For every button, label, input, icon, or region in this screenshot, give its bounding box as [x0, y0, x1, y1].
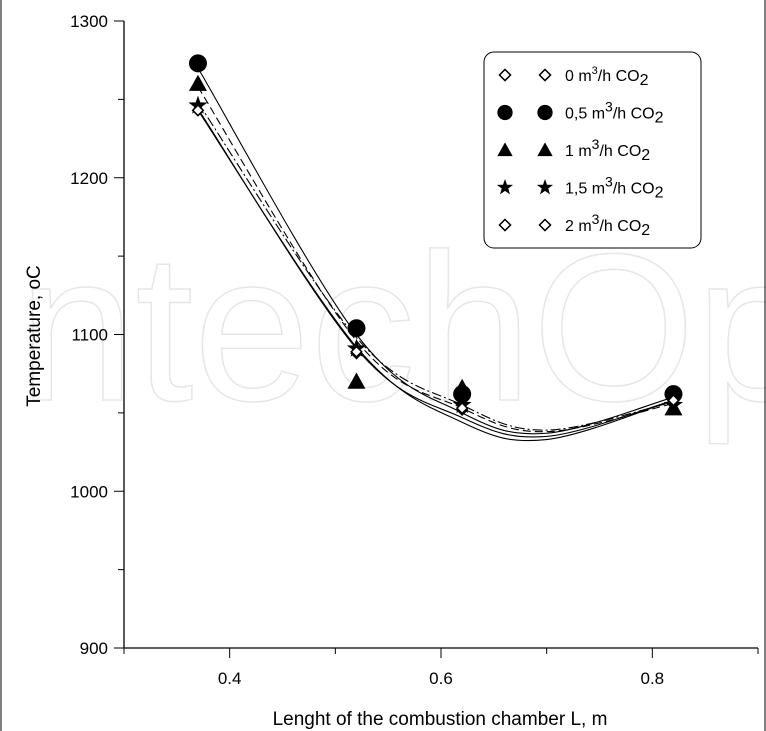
marker-circle: [497, 104, 513, 121]
marker-triangle: [188, 74, 207, 91]
marker-circle: [664, 385, 683, 404]
marker-circle: [537, 104, 553, 121]
marker-diamond: [498, 68, 512, 82]
legend-label-sub: 2: [640, 72, 649, 89]
legend-box: [483, 51, 702, 249]
marker-triangle: [453, 378, 472, 395]
marker-diamond: [455, 401, 469, 415]
legend-label-main: 1 m: [565, 143, 592, 160]
legend-label: 1 m3/h CO2: [565, 136, 650, 164]
y-axis-title: Temperature, oC: [24, 265, 45, 407]
watermark: IntechOpen: [0, 210, 766, 445]
legend-label-main: 0 m: [565, 68, 592, 85]
legend-label-mid: /h CO: [613, 106, 655, 123]
legend-label-sup: 3: [592, 65, 598, 77]
marker-diamond: [538, 218, 552, 232]
y-tick-label: 1300: [70, 12, 108, 31]
fit-curve: [197, 108, 674, 438]
legend-label-sub: 2: [655, 185, 664, 202]
legend-label-main: 0,5 m: [565, 106, 605, 123]
legend-label-sub: 2: [641, 222, 650, 239]
y-tick-label: 1200: [70, 169, 108, 188]
legend-label-sup: 3: [605, 174, 613, 190]
x-tick-label: 0.4: [218, 669, 242, 688]
x-tick-label: 0.6: [429, 669, 453, 688]
legend-label-sub: 2: [655, 110, 664, 127]
marker-star: [496, 179, 514, 195]
marker-circle: [188, 54, 207, 73]
marker-triangle: [347, 372, 366, 389]
y-tick-label: 1100: [71, 326, 108, 345]
marker-diamond: [350, 345, 363, 359]
marker-star: [536, 179, 554, 195]
legend-label: 2 m3/h CO2: [565, 211, 650, 239]
legend-label-mid: /h CO: [598, 68, 640, 85]
fit-curve: [197, 86, 674, 433]
legend-label-main: 1,5 m: [565, 181, 605, 198]
marker-diamond: [538, 68, 552, 82]
legend-label-sup: 3: [592, 136, 600, 152]
marker-diamond: [191, 104, 205, 117]
legend-label-sup: 3: [592, 211, 600, 227]
data-points: [188, 54, 683, 417]
legend-label: 1,5 m3/h CO2: [565, 174, 664, 202]
legend-label: 0 m3/h CO2: [565, 65, 649, 89]
x-tick-label: 0.8: [641, 669, 665, 688]
x-axis-title: Lenght of the combustion chamber L, m: [273, 709, 608, 730]
marker-triangle: [537, 142, 553, 157]
legend-label-sub: 2: [641, 147, 650, 164]
legend-label: 0,5 m3/h CO2: [565, 99, 664, 127]
legend-label-mid: /h CO: [599, 218, 641, 235]
y-tick-label: 900: [80, 639, 108, 658]
fit-curves: [197, 67, 674, 442]
legend-label-mid: /h CO: [613, 181, 655, 198]
marker-diamond: [498, 218, 512, 232]
marker-circle: [347, 319, 366, 338]
legend-label-main: 2 m: [565, 218, 592, 235]
legend-label-sup: 3: [605, 99, 613, 115]
marker-triangle: [497, 142, 513, 157]
marker-diamond: [667, 394, 680, 407]
y-tick-label: 1000: [70, 482, 108, 501]
legend-label-mid: /h CO: [599, 143, 641, 160]
